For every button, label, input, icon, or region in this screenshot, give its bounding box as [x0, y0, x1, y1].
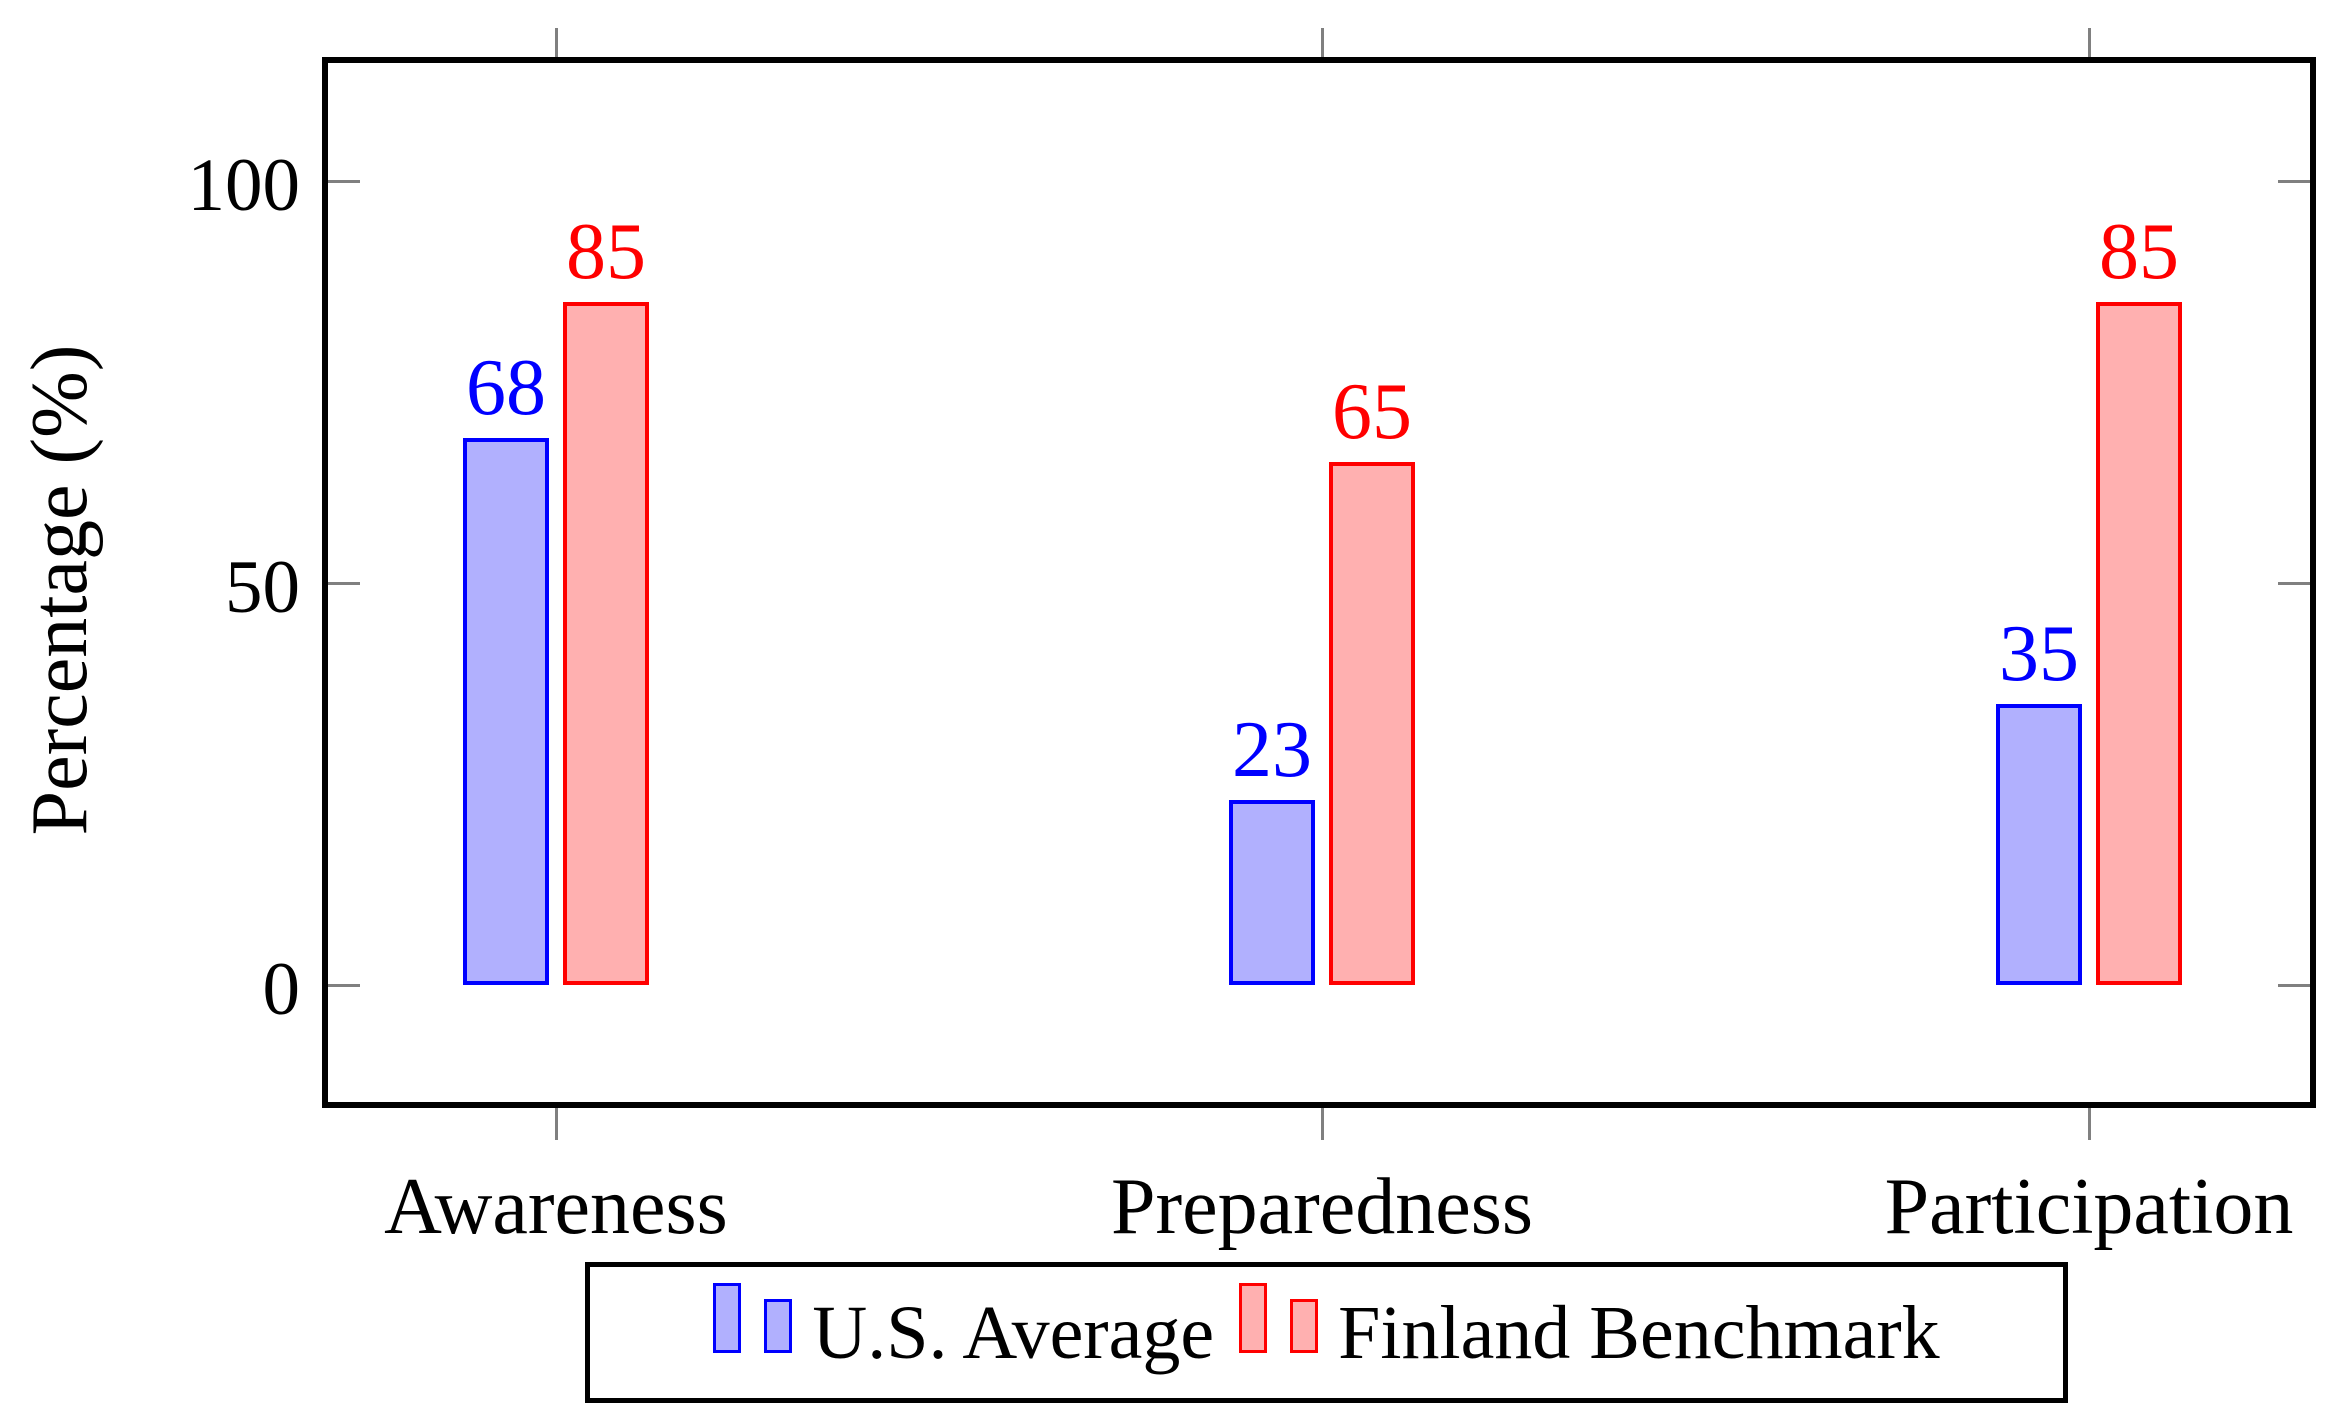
legend-box: U.S. Average Finland Benchmark — [585, 1262, 2068, 1403]
legend-swatch-u-s-average — [713, 1282, 793, 1353]
legend-label-finland-benchmark: Finland Benchmark — [1338, 1290, 1940, 1375]
bar-u-s-average-preparedness — [1229, 800, 1315, 985]
bar-value-u-s-average-participation: 35 — [1999, 610, 2079, 698]
y-tick-left-0 — [328, 984, 360, 987]
bar-value-finland-benchmark-preparedness: 65 — [1332, 368, 1412, 456]
legend-swatch-finland-benchmark — [1239, 1282, 1319, 1353]
legend-swatch-bar-tall-u-s-average — [713, 1282, 742, 1353]
bar-value-finland-benchmark-participation: 85 — [2099, 208, 2179, 296]
y-tick-right-0 — [2278, 984, 2310, 987]
legend-entry-finland-benchmark: Finland Benchmark — [1239, 1282, 1940, 1383]
bar-finland-benchmark-participation — [2096, 302, 2182, 985]
bar-finland-benchmark-preparedness — [1329, 462, 1415, 985]
bar-value-u-s-average-preparedness: 23 — [1232, 706, 1312, 794]
bar-u-s-average-awareness — [463, 438, 549, 985]
plot-frame — [322, 57, 2316, 1108]
bar-value-u-s-average-awareness: 68 — [466, 344, 546, 432]
x-tick-top-awareness — [555, 28, 558, 57]
x-tick-bottom-preparedness — [1321, 1108, 1324, 1140]
legend-swatch-bar-tall-finland-benchmark — [1239, 1282, 1268, 1353]
legend-label-u-s-average: U.S. Average — [812, 1290, 1215, 1375]
x-tick-top-preparedness — [1321, 28, 1324, 57]
y-tick-left-100 — [328, 180, 360, 183]
legend-entry-u-s-average: U.S. Average — [713, 1282, 1215, 1383]
y-tick-right-50 — [2278, 582, 2310, 585]
y-tick-left-50 — [328, 582, 360, 585]
bar-u-s-average-participation — [1996, 704, 2082, 985]
legend-swatch-bar-short-u-s-average — [764, 1298, 793, 1353]
y-tick-right-100 — [2278, 180, 2310, 183]
bar-finland-benchmark-awareness — [563, 302, 649, 985]
x-category-label-preparedness: Preparedness — [1110, 1163, 1534, 1251]
x-tick-bottom-participation — [2088, 1108, 2091, 1140]
x-category-label-awareness: Awareness — [384, 1163, 728, 1251]
y-tick-label-100: 100 — [187, 144, 301, 227]
y-tick-label-0: 0 — [262, 948, 301, 1031]
y-tick-label-50: 50 — [225, 546, 300, 629]
x-tick-top-participation — [2088, 28, 2091, 57]
x-tick-bottom-awareness — [555, 1108, 558, 1140]
legend-swatch-bar-short-finland-benchmark — [1290, 1298, 1319, 1353]
x-category-label-participation: Participation — [1884, 1163, 2294, 1251]
bar-value-finland-benchmark-awareness: 85 — [566, 208, 646, 296]
